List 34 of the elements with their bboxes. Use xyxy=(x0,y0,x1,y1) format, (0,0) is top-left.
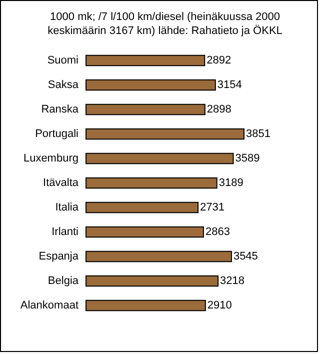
bar xyxy=(86,104,206,116)
bar xyxy=(86,152,234,164)
data-label: 2892 xyxy=(206,54,232,66)
y-tick-label: Belgia xyxy=(48,275,80,288)
data-label: 3589 xyxy=(235,152,260,164)
data-label: 3154 xyxy=(217,78,242,91)
y-tick-label: Luxemburg xyxy=(23,152,78,164)
y-tick-label: Suomi xyxy=(47,54,78,66)
bar xyxy=(86,226,204,238)
chart-title: 1000 mk; /7 l/100 km/diesel (heinäkuussa 2000 keskimäärin 3167 km) lähde: Rahatieto ja ÖKKL xyxy=(48,11,282,37)
y-tick-label: Itävalta xyxy=(43,177,80,189)
bar xyxy=(86,79,216,91)
bar xyxy=(86,54,206,66)
bar xyxy=(86,275,219,287)
y-tick-label: Irlanti xyxy=(52,226,78,238)
data-label: 3189 xyxy=(218,177,244,189)
y-tick-label: Saksa xyxy=(48,78,80,91)
bar xyxy=(86,202,199,214)
data-label: 2910 xyxy=(207,300,232,312)
data-label: 3851 xyxy=(246,128,270,140)
bar xyxy=(86,128,244,140)
data-label: 3218 xyxy=(220,275,245,288)
y-tick-label: Ranska xyxy=(41,103,80,116)
bar xyxy=(86,300,206,312)
data-label: 2731 xyxy=(200,202,225,214)
data-label: 2898 xyxy=(206,103,232,116)
bar xyxy=(86,250,232,262)
y-tick-label: Espanja xyxy=(38,250,80,263)
y-tick-label: Italia xyxy=(55,202,80,214)
data-label: 3545 xyxy=(233,250,258,263)
y-tick-label: Alankomaat xyxy=(20,300,78,312)
y-tick-label: Portugali xyxy=(35,128,78,140)
bar xyxy=(86,177,218,189)
data-label: 2863 xyxy=(205,226,230,238)
